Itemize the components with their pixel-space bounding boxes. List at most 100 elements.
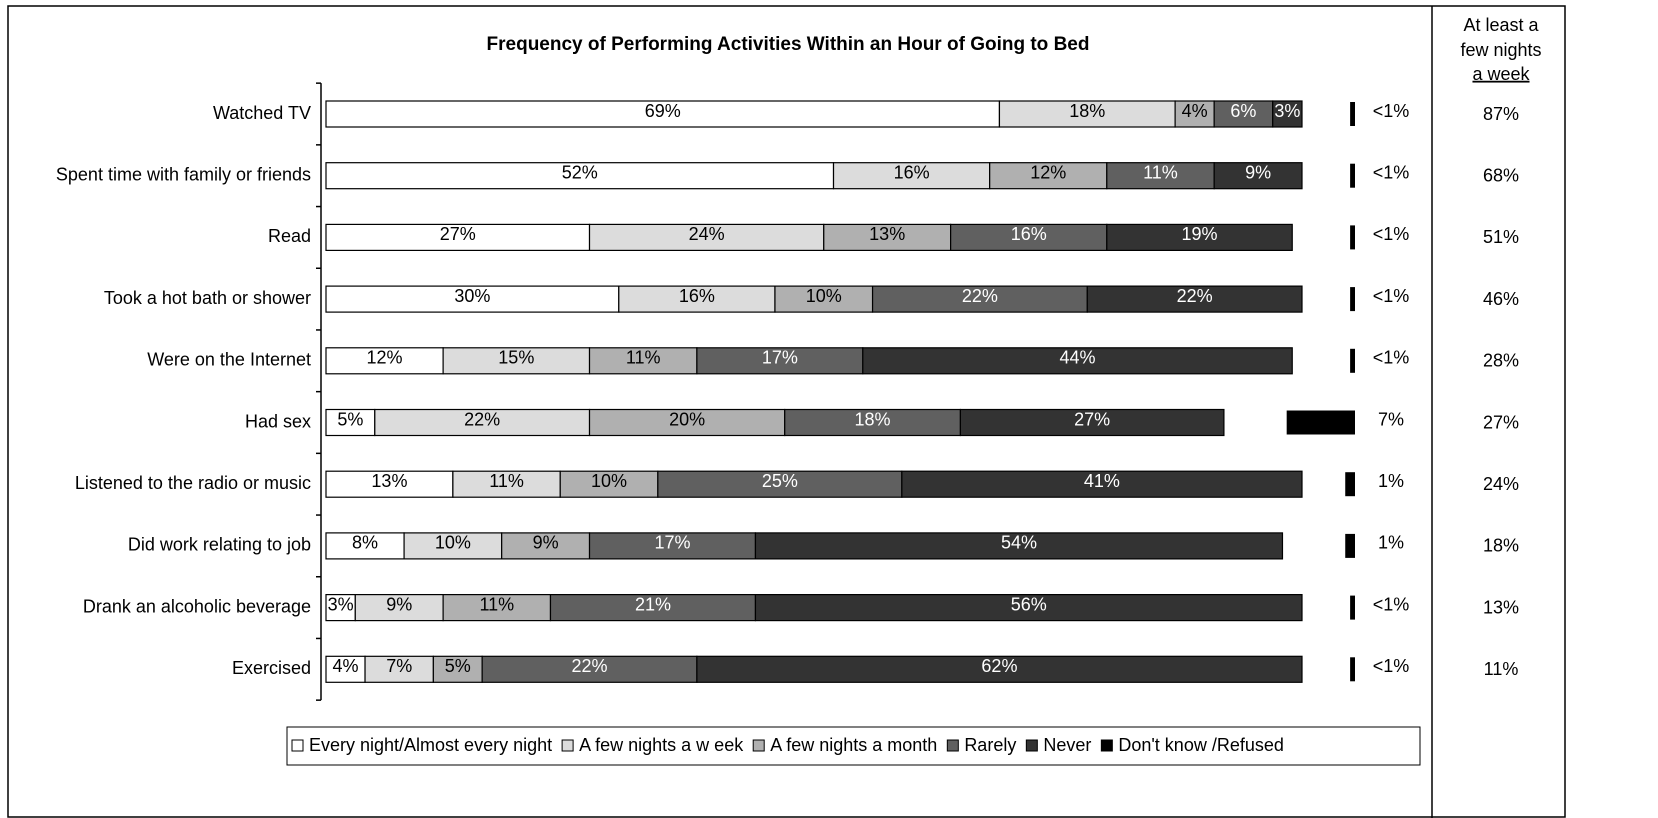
bar-segment xyxy=(754,593,1303,622)
data-label: 9% xyxy=(1245,162,1271,182)
bar-segment xyxy=(862,347,1293,375)
legend-swatch xyxy=(1025,739,1038,752)
category-label: Did work relating to job xyxy=(128,535,311,555)
bar-segment xyxy=(588,408,786,437)
summary-value: 28% xyxy=(1483,351,1519,371)
bar-segment xyxy=(442,347,591,375)
bar-segment xyxy=(1345,533,1355,558)
bar-segment xyxy=(823,223,952,251)
bar-segment xyxy=(374,408,591,437)
summary-value: 13% xyxy=(1483,597,1519,617)
bar-segment xyxy=(1272,100,1303,128)
summary-header: a week xyxy=(1472,64,1530,84)
legend-label: Never xyxy=(1043,735,1091,755)
summary-value: 18% xyxy=(1483,536,1519,556)
bar-segment xyxy=(354,593,444,622)
data-label: 11% xyxy=(489,471,524,491)
bar-segment xyxy=(754,532,1284,560)
bar-segment xyxy=(1350,225,1355,250)
bar-segment xyxy=(325,285,620,313)
data-label: 44% xyxy=(1060,348,1096,368)
bar-segment xyxy=(325,655,366,683)
data-label: <1% xyxy=(1373,162,1410,182)
data-label: 56% xyxy=(1011,594,1047,614)
data-label: 8% xyxy=(352,533,378,553)
data-label: 7% xyxy=(386,656,412,676)
summary-value: 27% xyxy=(1483,412,1519,432)
data-label: 18% xyxy=(1069,101,1105,121)
data-label: 24% xyxy=(689,224,725,244)
bar-segment xyxy=(1350,657,1355,682)
data-label: 13% xyxy=(869,224,905,244)
bar-segment xyxy=(549,593,757,622)
data-label: 11% xyxy=(479,594,514,614)
bar-segment xyxy=(588,532,757,560)
data-label: 11% xyxy=(626,348,661,368)
bar-segment xyxy=(959,408,1225,437)
data-label: 16% xyxy=(1011,224,1047,244)
summary-value: 46% xyxy=(1483,289,1519,309)
category-label: Spent time with family or friends xyxy=(56,164,311,184)
data-label: 3% xyxy=(328,594,354,614)
data-label: 5% xyxy=(337,409,363,429)
bar-segment xyxy=(325,100,1001,128)
data-label: 27% xyxy=(1074,409,1110,429)
bar-segment xyxy=(696,347,864,375)
category-label: Had sex xyxy=(245,411,311,431)
data-label: <1% xyxy=(1373,101,1410,121)
bar-segment xyxy=(1213,162,1303,190)
data-label: 12% xyxy=(1030,162,1066,182)
legend-swatch xyxy=(561,739,574,752)
data-label: 21% xyxy=(635,594,671,614)
data-label: 22% xyxy=(464,409,500,429)
legend-box xyxy=(286,726,1421,766)
category-label: Exercised xyxy=(232,658,311,678)
bar-segment xyxy=(325,223,591,251)
summary-header: few nights xyxy=(1460,40,1541,60)
data-label: 69% xyxy=(645,101,681,121)
summary-value: 24% xyxy=(1483,474,1519,494)
bar-segment xyxy=(1213,100,1274,128)
bar-segment xyxy=(501,532,591,560)
data-label: <1% xyxy=(1373,348,1410,368)
category-label: Listened to the radio or music xyxy=(75,473,311,493)
summary-value: 87% xyxy=(1483,104,1519,124)
category-label: Were on the Internet xyxy=(147,350,311,370)
data-label: 52% xyxy=(562,162,598,182)
summary-value: 51% xyxy=(1483,227,1519,247)
data-label: 20% xyxy=(669,409,705,429)
summary-header: At least a xyxy=(1463,15,1539,35)
data-label: 1% xyxy=(1378,533,1404,553)
frame xyxy=(7,5,1566,818)
legend-label: Rarely xyxy=(964,735,1016,755)
bar-segment xyxy=(774,285,874,313)
bar-segment xyxy=(618,285,776,313)
data-label: 4% xyxy=(1182,101,1208,121)
chart-title: Frequency of Performing Activities Withi… xyxy=(487,34,1090,55)
bar-segment xyxy=(325,408,376,437)
bar-segment xyxy=(950,223,1108,251)
category-label: Read xyxy=(268,226,311,246)
bar-segment xyxy=(325,532,405,560)
data-label: 9% xyxy=(386,594,412,614)
data-label: 10% xyxy=(806,286,842,306)
legend-swatch xyxy=(752,739,765,752)
legend-swatch xyxy=(946,739,959,752)
bar-segment xyxy=(1350,287,1355,312)
data-label: <1% xyxy=(1373,656,1410,676)
data-label: 22% xyxy=(1177,286,1213,306)
data-label: 12% xyxy=(367,348,403,368)
category-label: Watched TV xyxy=(213,103,311,123)
legend-label: Every night/Almost every night xyxy=(309,735,552,755)
data-label: 6% xyxy=(1230,101,1256,121)
summary-value: 11% xyxy=(1484,659,1519,679)
data-label: 7% xyxy=(1378,409,1404,429)
data-label: 16% xyxy=(894,162,930,182)
data-label: 25% xyxy=(762,471,798,491)
bar-segment xyxy=(1174,100,1215,128)
bar-segment xyxy=(481,655,698,683)
bar-segment xyxy=(989,162,1108,190)
data-label: 27% xyxy=(440,224,476,244)
bar-segment xyxy=(325,470,454,498)
